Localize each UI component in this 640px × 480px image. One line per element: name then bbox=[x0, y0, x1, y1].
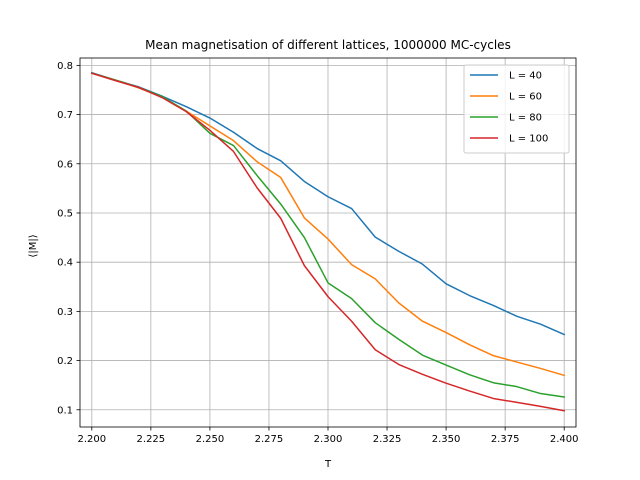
x-tick-label: 2.200 bbox=[77, 434, 106, 445]
y-tick-label: 0.5 bbox=[57, 208, 73, 219]
x-axis-label: T bbox=[324, 459, 332, 470]
y-axis-label: ⟨|M|⟩ bbox=[28, 234, 39, 257]
y-tick-label: 0.7 bbox=[57, 110, 73, 121]
legend-label-4: L = 100 bbox=[509, 134, 548, 145]
x-tick-label: 2.275 bbox=[255, 434, 284, 445]
y-axis: 0.1 0.2 0.3 0.4 0.5 0.6 0.7 0.8 bbox=[57, 61, 80, 416]
legend-label-2: L = 60 bbox=[509, 92, 542, 103]
x-tick-label: 2.375 bbox=[491, 434, 520, 445]
series-line-4 bbox=[90, 72, 566, 412]
x-axis: 2.200 2.225 2.250 2.275 2.300 2.325 2.350 2.375… bbox=[77, 427, 579, 445]
legend-box bbox=[463, 64, 570, 154]
legend-label-3: L = 80 bbox=[509, 113, 542, 124]
x-tick-label: 2.325 bbox=[373, 434, 402, 445]
series-line-1 bbox=[90, 71, 566, 336]
y-tick-label: 0.1 bbox=[57, 405, 73, 416]
series-layer bbox=[90, 71, 566, 412]
y-tick-label: 0.2 bbox=[57, 356, 73, 367]
x-tick-label: 2.300 bbox=[314, 434, 343, 445]
y-tick-label: 0.6 bbox=[57, 159, 73, 170]
x-tick-label: 2.400 bbox=[550, 434, 579, 445]
y-tick-label: 0.3 bbox=[57, 307, 73, 318]
legend-label-1: L = 40 bbox=[509, 71, 542, 82]
legend: L = 40 L = 60 L = 80 L = 100 bbox=[463, 64, 570, 154]
x-tick-label: 2.225 bbox=[137, 434, 166, 445]
y-tick-label: 0.4 bbox=[57, 258, 73, 269]
chart-title: Mean magnetisation of different lattices… bbox=[145, 38, 511, 52]
x-tick-label: 2.350 bbox=[432, 434, 461, 445]
y-tick-label: 0.8 bbox=[57, 61, 73, 72]
x-tick-label: 2.250 bbox=[196, 434, 225, 445]
